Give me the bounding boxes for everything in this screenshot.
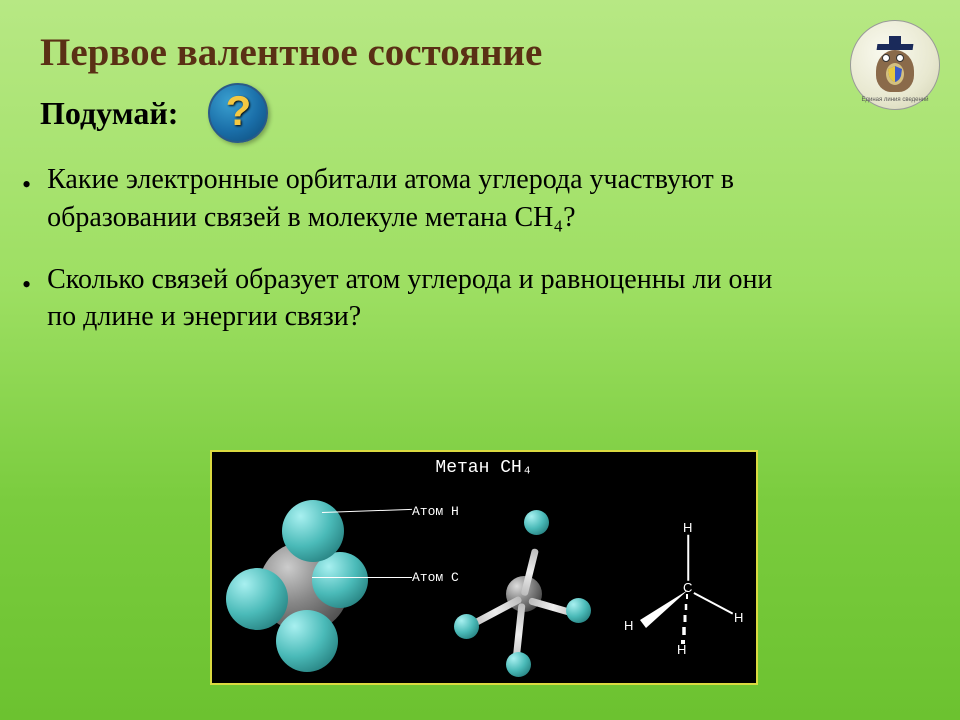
bullet-dot-icon: • (22, 267, 31, 337)
hydrogen-atom-icon (454, 614, 479, 639)
h-label: H (683, 520, 692, 535)
hydrogen-atom-icon (506, 652, 531, 677)
hydrogen-atom-icon (276, 610, 338, 672)
page-title: Первое валентное состояние (40, 30, 920, 75)
dash-bond-icon (676, 594, 694, 644)
hydrogen-atom-icon (226, 568, 288, 630)
h-label: H (624, 618, 633, 633)
h-label: H (734, 610, 743, 625)
bond-line-icon (687, 535, 689, 581)
methane-diagram: Метан CH₄ Атом H Атом C C H (210, 450, 758, 685)
logo-caption: Единая линия сведений (861, 97, 928, 103)
slide: Единая линия сведений Первое валентное с… (0, 0, 960, 720)
bullet-text-1: Какие электронные орбитали атома углерод… (47, 161, 807, 237)
bullet-dot-icon: • (22, 167, 31, 237)
question-icon: ? (208, 83, 268, 143)
bullet-item: • Какие электронные орбитали атома углер… (22, 161, 920, 237)
prompt-row: Подумай: ? (40, 83, 920, 143)
h-label: H (677, 642, 686, 657)
bullet-text-2: Сколько связей образует атом углерода и … (47, 261, 807, 337)
pointer-line-icon (312, 577, 412, 578)
prompt-label: Подумай: (40, 95, 178, 132)
bond-line-icon (694, 592, 734, 614)
question-mark-glyph: ? (226, 87, 252, 135)
hydrogen-atom-icon (566, 598, 591, 623)
hydrogen-atom-icon (524, 510, 549, 535)
space-filling-model (224, 490, 404, 670)
ball-stick-model (444, 502, 604, 682)
line-structure-model: C H H H H (630, 522, 750, 662)
owl-icon (870, 38, 920, 93)
hydrogen-atom-icon (282, 500, 344, 562)
logo-badge: Единая линия сведений (850, 20, 940, 110)
bullet-item: • Сколько связей образует атом углерода … (22, 261, 920, 337)
diagram-title: Метан CH₄ (212, 458, 756, 478)
